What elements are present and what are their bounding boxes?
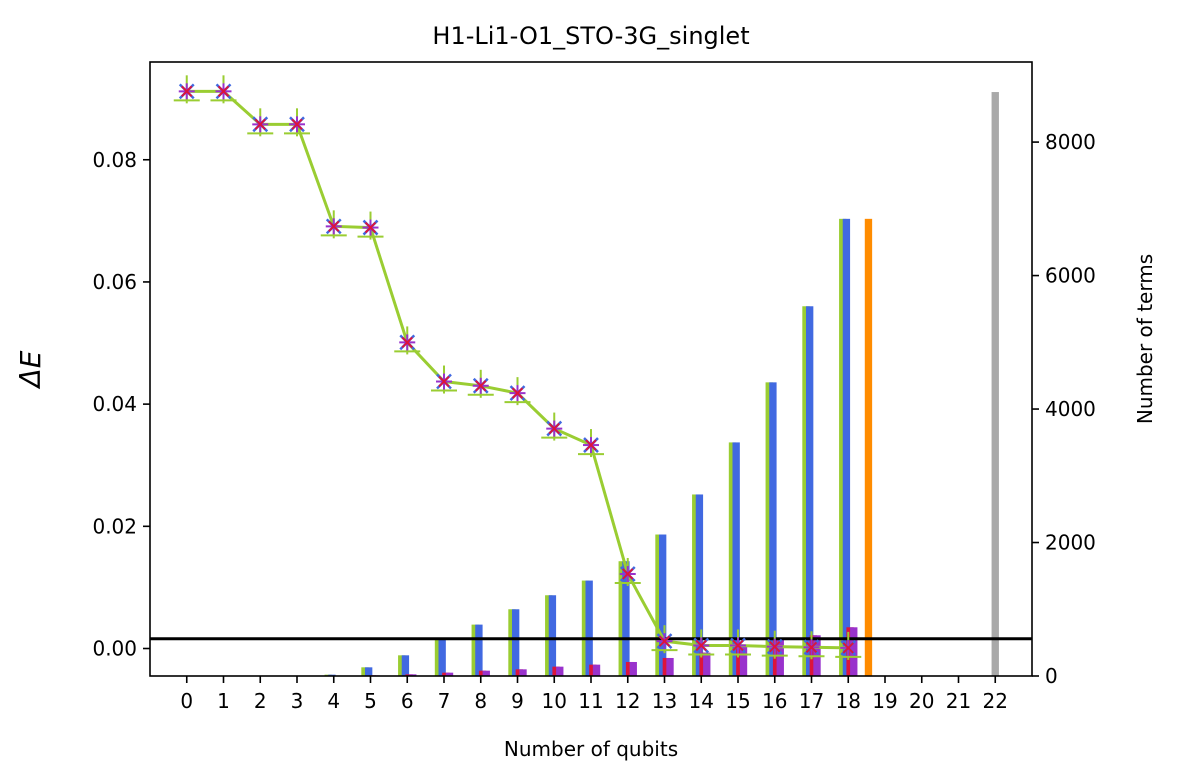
y-right-axis-ticks: 0 2000 4000 6000 8000 — [1032, 130, 1096, 688]
x-tick-label-13: 13 — [652, 689, 677, 713]
bar-series-3-x-15 — [739, 645, 748, 676]
bar-series-1-x-8 — [475, 624, 483, 676]
delta-e-series-layer — [173, 75, 862, 660]
y-left-tick-label-2: 0.04 — [92, 392, 137, 416]
x-tick-label-19: 19 — [872, 689, 897, 713]
bar-series-1-x-10 — [548, 595, 557, 676]
bar-series-3-x-13 — [666, 657, 674, 676]
delta-e-point-16 — [761, 630, 788, 659]
bar-series-2-x-11 — [589, 664, 597, 676]
bar-series-3-x-10 — [556, 666, 564, 676]
bar-series-3-x-7 — [445, 672, 454, 676]
delta-e-point-9 — [504, 377, 531, 406]
delta-e-point-10 — [541, 412, 568, 441]
delta-e-point-15 — [725, 629, 751, 658]
x-tick-label-14: 14 — [689, 689, 714, 713]
delta-e-point-3 — [284, 108, 310, 137]
y-right-tick-label-0: 0 — [1045, 664, 1058, 688]
chart-title: H1-Li1-O1_STO-3G_singlet — [432, 22, 749, 50]
bar-series-3-x-16 — [776, 638, 784, 676]
x-tick-label-20: 20 — [909, 689, 934, 713]
bar-series-3-x-14 — [703, 652, 711, 676]
delta-e-point-18 — [835, 631, 862, 660]
bar-series-1-x-7 — [438, 637, 446, 676]
x-tick-label-6: 6 — [401, 689, 414, 713]
bar-series-1-x-11 — [585, 580, 593, 676]
delta-e-point-1 — [210, 75, 237, 104]
bar-series-1-x-5 — [364, 667, 373, 676]
x-tick-label-11: 11 — [578, 689, 603, 713]
bar-series-3-x-6 — [409, 674, 417, 676]
x-axis-ticks: 0 1 2 3 4 5 6 7 8 9 10 11 12 13 14 15 16 17 18 19 20 21 22 — [180, 676, 1008, 713]
x-tick-label-17: 17 — [799, 689, 824, 713]
bar-series-1-x-17 — [805, 306, 814, 676]
y-left-axis-ticks: 0.00 0.02 0.04 0.06 0.08 — [92, 148, 150, 661]
y-left-tick-label-0: 0.00 — [92, 637, 137, 661]
delta-e-point-0 — [173, 75, 200, 104]
x-tick-label-21: 21 — [946, 689, 971, 713]
bar-series-4-x-18 — [864, 218, 873, 676]
bar-series-2-x-10 — [552, 666, 560, 676]
x-tick-label-0: 0 — [180, 689, 193, 713]
x-tick-label-16: 16 — [762, 689, 787, 713]
x-tick-label-8: 8 — [474, 689, 487, 713]
y-left-tick-label-1: 0.02 — [92, 514, 137, 538]
bar-series-1-x-12 — [622, 561, 630, 676]
x-tick-label-10: 10 — [542, 689, 567, 713]
y-right-tick-label-1: 2000 — [1045, 531, 1096, 555]
y-right-tick-label-2: 4000 — [1045, 397, 1096, 421]
x-axis-label: Number of qubits — [504, 737, 678, 761]
delta-e-point-14 — [688, 629, 715, 658]
delta-e-point-12 — [614, 557, 641, 586]
y-right-axis-label: Number of terms — [1133, 254, 1157, 424]
bar-series-2-x-16 — [772, 638, 781, 676]
bar-series-3-x-12 — [629, 661, 637, 676]
delta-e-point-17 — [798, 631, 825, 660]
x-tick-label-7: 7 — [438, 689, 451, 713]
delta-e-point-13 — [651, 625, 678, 654]
x-tick-label-9: 9 — [511, 689, 524, 713]
bar-series-2-x-14 — [699, 652, 707, 676]
delta-e-point-7 — [431, 365, 457, 394]
x-tick-label-4: 4 — [327, 689, 340, 713]
delta-e-point-6 — [394, 326, 421, 355]
x-tick-label-12: 12 — [615, 689, 640, 713]
x-tick-label-1: 1 — [217, 689, 230, 713]
bar-series-1-x-13 — [658, 534, 667, 676]
delta-e-point-8 — [467, 369, 494, 398]
bar-series-2-x-13 — [662, 657, 671, 676]
bar-series-3-x-18 — [850, 627, 858, 676]
bar-series-2-x-15 — [736, 645, 744, 676]
bar-series-2-x-12 — [625, 661, 634, 676]
bar-series-3-x-9 — [519, 669, 527, 676]
delta-e-point-4 — [320, 210, 347, 239]
x-tick-label-18: 18 — [836, 689, 861, 713]
x-tick-label-15: 15 — [725, 689, 750, 713]
bar-series-1-x-18 — [842, 218, 851, 676]
bar-series-1-x-15 — [732, 442, 740, 676]
bar-series-1-x-9 — [511, 609, 520, 676]
y-left-tick-label-4: 0.08 — [92, 148, 137, 172]
bar-series-2-x-18 — [846, 627, 854, 676]
x-tick-label-2: 2 — [254, 689, 267, 713]
bar-series-5-x-22 — [991, 92, 999, 677]
delta-e-point-11 — [578, 429, 604, 458]
bar-series-1-x-16 — [769, 382, 777, 676]
bar-series-1-x-6 — [401, 655, 410, 676]
delta-e-point-5 — [357, 211, 384, 240]
bar-series-3-x-8 — [482, 670, 490, 676]
bar-series-2-x-9 — [515, 669, 524, 676]
y-left-axis-label: ΔE — [14, 350, 47, 389]
delta-e-point-2 — [247, 108, 274, 137]
y-right-tick-label-4: 8000 — [1045, 130, 1096, 154]
bar-series-1-x-14 — [695, 494, 704, 676]
x-tick-label-22: 22 — [983, 689, 1008, 713]
bar-series-3-x-11 — [592, 664, 601, 676]
x-tick-label-3: 3 — [291, 689, 304, 713]
y-right-tick-label-3: 6000 — [1045, 264, 1096, 288]
x-tick-label-5: 5 — [364, 689, 377, 713]
y-left-tick-label-3: 0.06 — [92, 270, 137, 294]
